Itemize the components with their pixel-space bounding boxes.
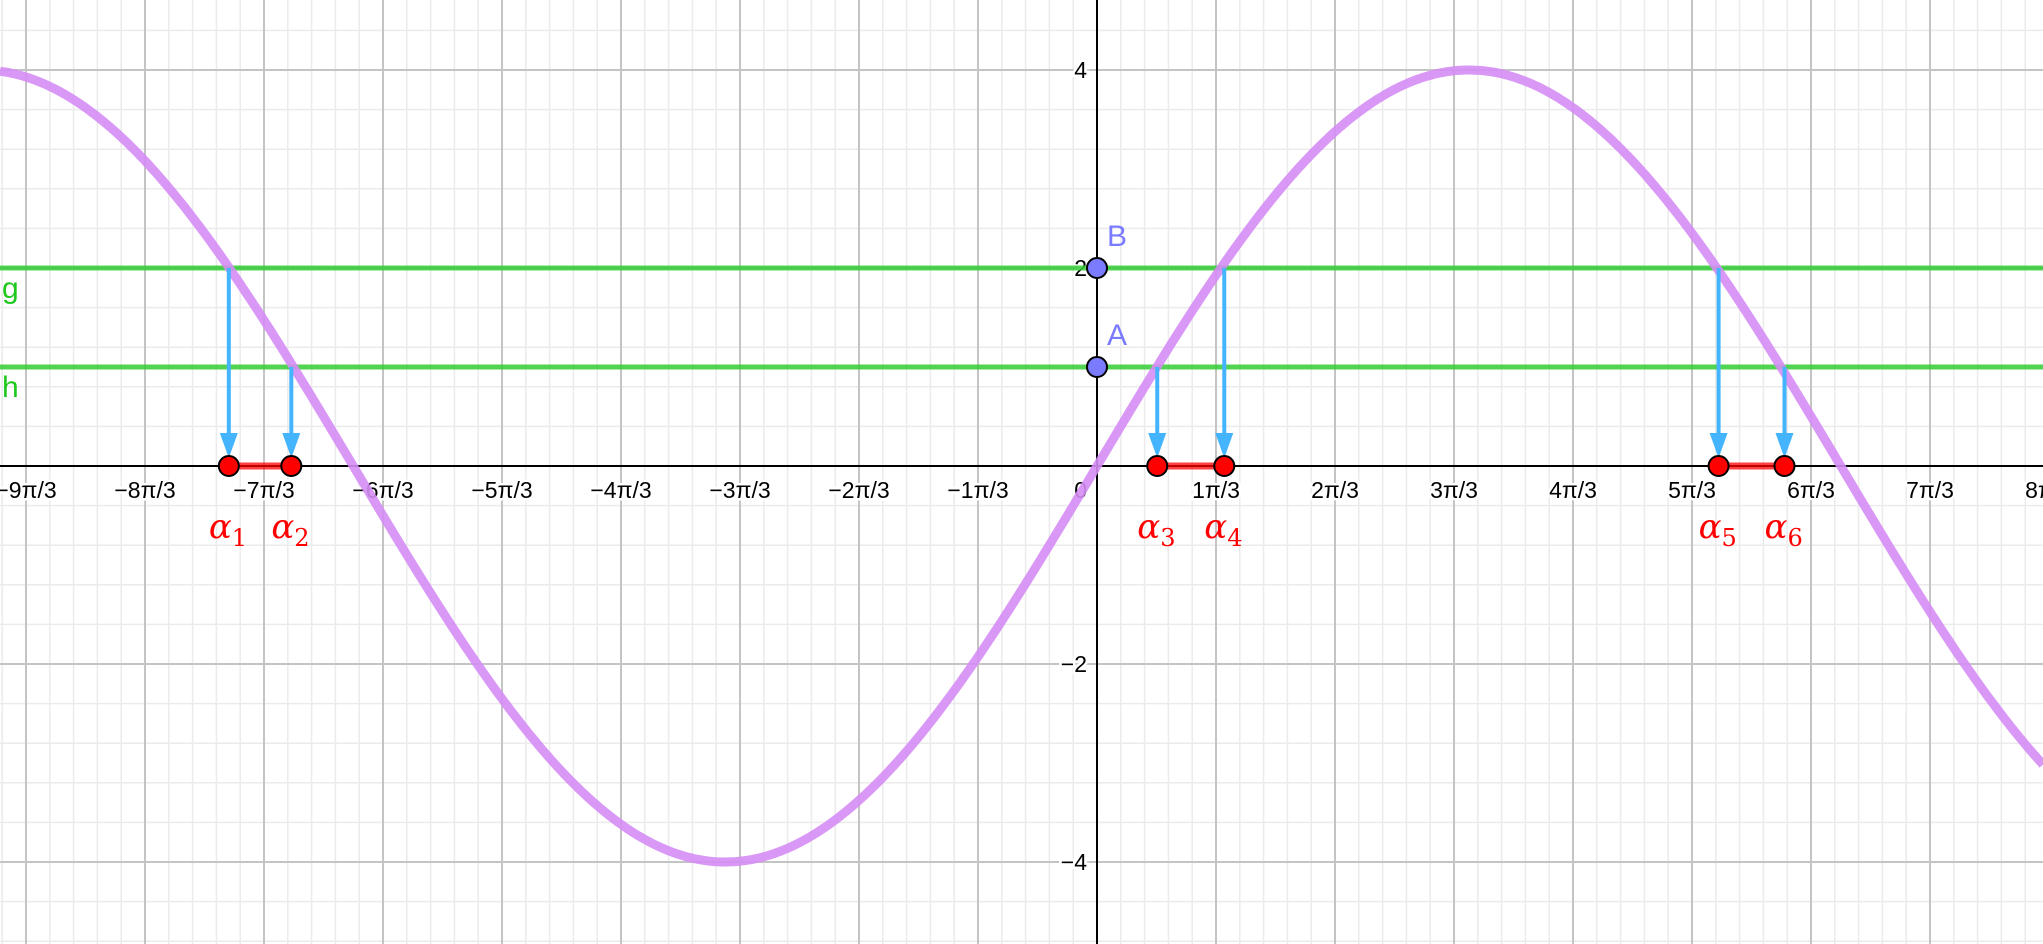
root-label-subscript: 3	[1160, 524, 1175, 552]
root-label-subscript: 2	[294, 524, 309, 552]
line-label-h: h	[2, 371, 19, 404]
x-tick-label: 6π/3	[1787, 477, 1835, 503]
point-label-A: A	[1107, 319, 1127, 352]
point-A	[1086, 356, 1108, 378]
x-tick-label: −2π/3	[828, 477, 889, 503]
tick-labels: −9π/3 −8π/3 −7π/3 −6π/3 −5π/3 −4π/3 −3π/3 −2π/3…	[0, 55, 2043, 878]
arrow-head-icon	[1148, 433, 1167, 458]
root-label-subscript: 5	[1722, 524, 1737, 552]
y-tick-label: −2	[1061, 651, 1087, 677]
arrow-head-icon	[282, 433, 301, 458]
x-tick-label: −7π/3	[233, 477, 294, 503]
root-point	[280, 455, 303, 477]
y-tick-label: 4	[1074, 57, 1087, 83]
x-tick-label: 1π/3	[1192, 477, 1240, 503]
y-tick-label: −4	[1061, 849, 1087, 875]
x-tick-label: −1π/3	[947, 477, 1008, 503]
sine-curve	[0, 65, 2043, 867]
root-label: α5	[1699, 507, 1737, 552]
x-tick-label: −8π/3	[114, 477, 175, 503]
root-point	[1773, 455, 1796, 477]
point-label-B: B	[1107, 220, 1127, 253]
root-label-subscript: 4	[1227, 524, 1242, 552]
arrow-head-icon	[1775, 433, 1794, 458]
x-tick-label: −5π/3	[471, 477, 532, 503]
arrow-head-icon	[1215, 433, 1234, 458]
line-label-g: g	[2, 272, 19, 305]
x-tick-label: 4π/3	[1549, 477, 1597, 503]
x-tick-label: 2π/3	[1311, 477, 1359, 503]
root-label: α3	[1137, 507, 1175, 552]
root-label-name: α	[1204, 507, 1227, 547]
root-label-subscript: 1	[232, 524, 247, 552]
x-tick-label: −9π/3	[0, 477, 57, 503]
function-curve	[0, 65, 2043, 867]
root-label-name: α	[1765, 507, 1788, 547]
root-label: α6	[1765, 507, 1803, 552]
root-point	[217, 455, 240, 477]
root-label-name: α	[1699, 507, 1722, 547]
x-tick-label: −3π/3	[709, 477, 770, 503]
root-point	[1707, 455, 1730, 477]
root-label-name: α	[1137, 507, 1160, 547]
root-label: α1	[209, 507, 247, 552]
x-tick-label: 8π/3	[2025, 477, 2043, 503]
arrow-head-icon	[1709, 433, 1728, 458]
x-tick-label: 3π/3	[1430, 477, 1478, 503]
x-tick-label: 5π/3	[1668, 477, 1716, 503]
root-label-name: α	[271, 507, 294, 547]
horizontal-lines: gh	[0, 265, 2043, 404]
root-label: α4	[1204, 507, 1242, 552]
root-label-subscript: 6	[1787, 524, 1802, 552]
root-point	[1146, 455, 1169, 477]
root-label: α2	[271, 507, 309, 552]
x-tick-label: −4π/3	[590, 477, 651, 503]
projection-arrows	[219, 268, 1794, 458]
arrow-head-icon	[219, 433, 238, 458]
root-point	[1213, 455, 1236, 477]
x-tick-label: 7π/3	[1906, 477, 1954, 503]
point-B	[1086, 257, 1108, 279]
root-label-name: α	[209, 507, 232, 547]
